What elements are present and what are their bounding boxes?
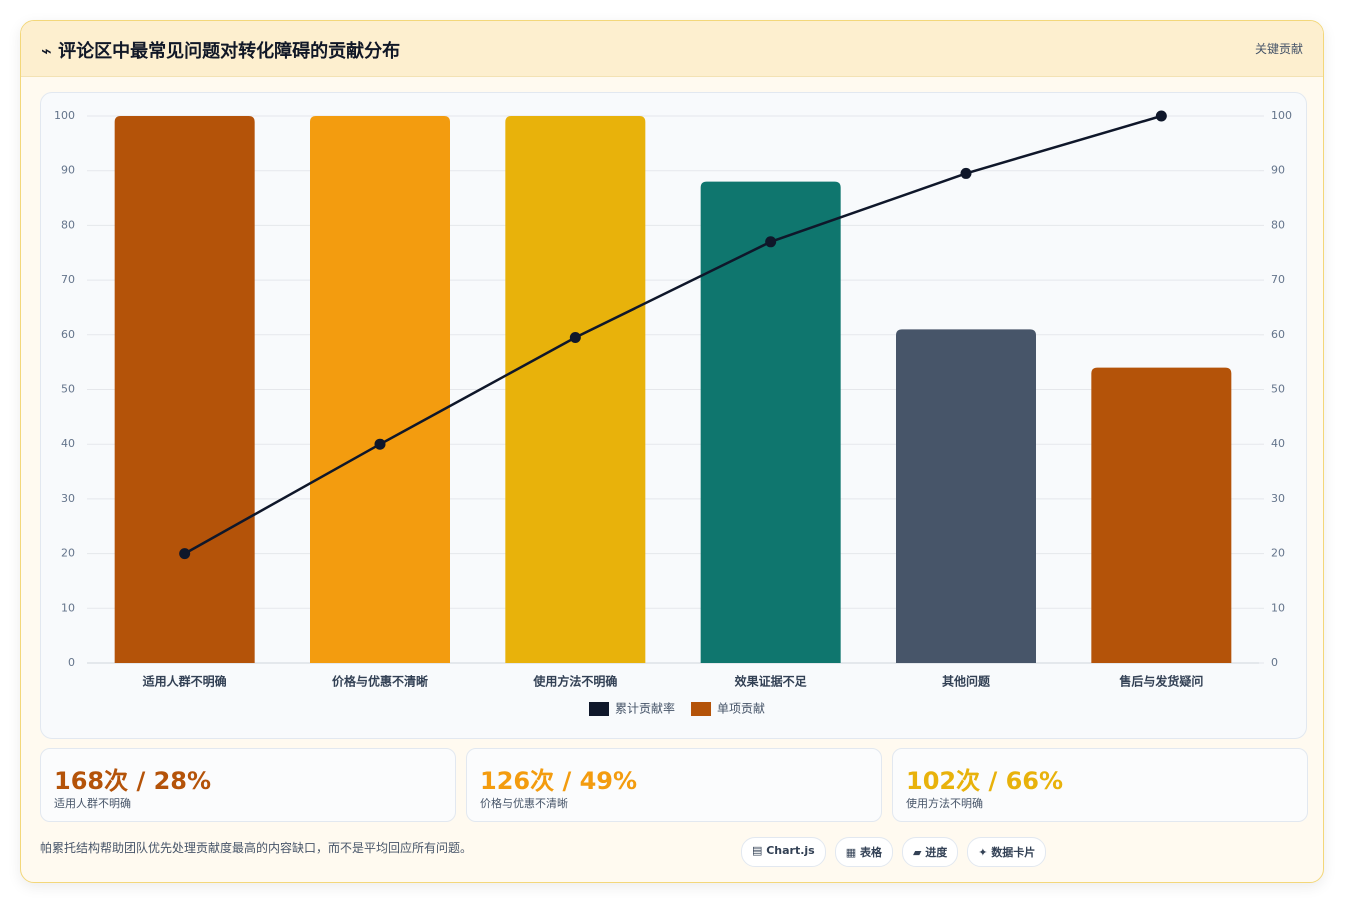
y-tick-label: 60 xyxy=(61,328,75,341)
x-tick-label: 其他问题 xyxy=(942,674,991,689)
line-point xyxy=(569,332,581,344)
stat-label: 使用方法不明确 xyxy=(906,797,983,810)
x-tick-label: 效果证据不足 xyxy=(735,674,807,689)
y-tick-label: 0 xyxy=(68,656,75,669)
stat-card: 126次 / 49% 价格与优惠不清晰 xyxy=(466,748,882,822)
y2-tick-label: 10 xyxy=(1271,601,1285,614)
y2-tick-label: 90 xyxy=(1271,164,1285,177)
bar xyxy=(505,116,646,663)
y-tick-label: 20 xyxy=(61,547,75,560)
tab-button[interactable]: ▤ Chart.js xyxy=(741,837,826,867)
line-point xyxy=(374,438,386,450)
stat-value: 102次 / 66% xyxy=(906,767,1064,795)
legend-swatch xyxy=(691,702,712,716)
stat-value: 168次 / 28% xyxy=(54,767,212,795)
y2-tick-label: 100 xyxy=(1271,109,1292,122)
card: ⌁ 评论区中最常见问题对转化障碍的贡献分布 关键贡献 0 10 20 30 40 50 60… xyxy=(20,20,1324,883)
legend-label: 单项贡献 xyxy=(717,701,765,716)
stat-card: 102次 / 66% 使用方法不明确 xyxy=(892,748,1308,822)
line-point xyxy=(1155,110,1167,122)
line-point xyxy=(179,548,191,560)
tab-button[interactable]: ▦ 表格 xyxy=(834,837,893,867)
x-tick-label: 适用人群不明确 xyxy=(143,674,227,689)
stat-card: 168次 / 28% 适用人群不明确 xyxy=(40,748,456,822)
bar xyxy=(114,116,255,663)
y-tick-label: 80 xyxy=(61,218,75,231)
bar xyxy=(700,181,841,663)
line-point xyxy=(960,167,972,179)
y-tick-label: 40 xyxy=(61,437,75,450)
note: 帕累托结构帮助团队优先处理贡献度最高的内容缺口，而不是平均回应所有问题。 xyxy=(40,841,473,855)
legend-swatch xyxy=(589,702,609,716)
y-tick-label: 50 xyxy=(61,383,75,396)
y-tick-label: 100 xyxy=(54,109,75,122)
chart: 0 10 20 30 40 50 60 70 80 90 100 0 10 20 30 40 50 60 70 80 9… xyxy=(54,109,1292,716)
bar xyxy=(896,329,1036,663)
buttons: ▤ Chart.js ▦ 表格 ▰ 进度 ✦ 数据卡片 xyxy=(741,837,1047,867)
legend-label: 累计贡献率 xyxy=(615,701,675,716)
tab-button[interactable]: ▰ 进度 xyxy=(901,837,959,867)
y2-tick-label: 40 xyxy=(1271,437,1285,450)
y2-tick-label: 0 xyxy=(1271,656,1278,669)
x-tick-label: 售后与发货疑问 xyxy=(1119,674,1203,689)
tab-button[interactable]: ✦ 数据卡片 xyxy=(967,837,1047,867)
stat-label: 价格与优惠不清晰 xyxy=(480,797,568,810)
line-point xyxy=(765,236,777,248)
y2-tick-label: 60 xyxy=(1271,328,1285,341)
x-tick-label: 使用方法不明确 xyxy=(532,674,617,689)
title: ⌁ 评论区中最常见问题对转化障碍的贡献分布 xyxy=(41,41,401,62)
y2-tick-label: 80 xyxy=(1271,218,1285,231)
stat-value: 126次 / 49% xyxy=(480,767,638,795)
badge: 关键贡献 xyxy=(1254,42,1303,56)
bar xyxy=(1091,367,1232,663)
header: ⌁ 评论区中最常见问题对转化障碍的贡献分布 关键贡献 xyxy=(21,21,1323,77)
line xyxy=(184,114,1162,555)
y-tick-label: 10 xyxy=(61,601,75,614)
y-tick-label: 70 xyxy=(61,273,75,286)
x-tick-label: 价格与优惠不清晰 xyxy=(332,674,428,689)
y-tick-label: 90 xyxy=(61,164,75,177)
chart-panel: 0 10 20 30 40 50 60 70 80 90 100 0 10 20 30 40 50 60 70 80 9… xyxy=(40,92,1307,739)
y2-tick-label: 30 xyxy=(1271,492,1285,505)
y-tick-label: 30 xyxy=(61,492,75,505)
y2-tick-label: 70 xyxy=(1271,273,1285,286)
stat-label: 适用人群不明确 xyxy=(54,797,131,810)
bar xyxy=(310,116,450,663)
y2-tick-label: 50 xyxy=(1271,383,1285,396)
y2-tick-label: 20 xyxy=(1271,547,1285,560)
